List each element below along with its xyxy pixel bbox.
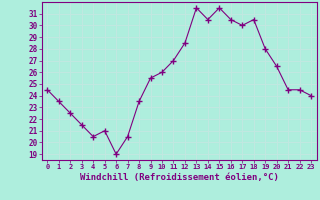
X-axis label: Windchill (Refroidissement éolien,°C): Windchill (Refroidissement éolien,°C)	[80, 173, 279, 182]
